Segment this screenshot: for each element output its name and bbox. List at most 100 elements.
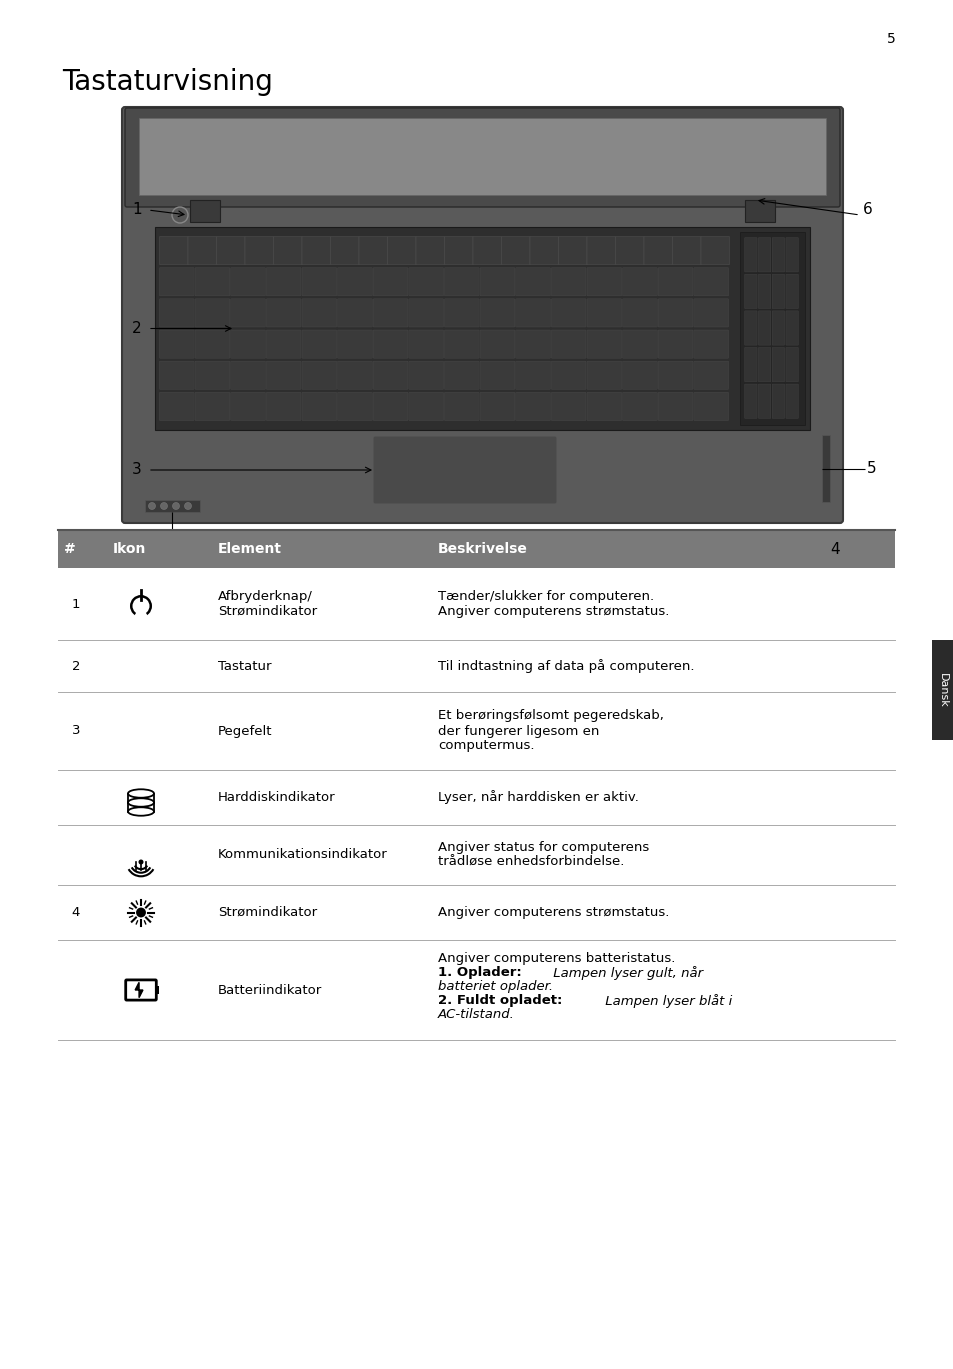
Text: Angiver computerens strømstatus.: Angiver computerens strømstatus. <box>437 906 669 919</box>
Text: 5: 5 <box>866 461 876 476</box>
FancyBboxPatch shape <box>479 268 515 296</box>
FancyBboxPatch shape <box>337 298 372 327</box>
FancyBboxPatch shape <box>758 274 770 308</box>
FancyBboxPatch shape <box>693 361 728 389</box>
FancyBboxPatch shape <box>771 385 783 419</box>
FancyBboxPatch shape <box>658 330 692 359</box>
FancyBboxPatch shape <box>479 393 515 420</box>
Text: 1. Oplader:: 1. Oplader: <box>437 967 521 979</box>
FancyBboxPatch shape <box>274 237 302 264</box>
FancyBboxPatch shape <box>159 330 193 359</box>
Text: Element: Element <box>218 542 282 556</box>
FancyBboxPatch shape <box>516 361 550 389</box>
FancyBboxPatch shape <box>444 393 478 420</box>
FancyBboxPatch shape <box>758 348 770 382</box>
FancyBboxPatch shape <box>195 330 230 359</box>
FancyBboxPatch shape <box>771 274 783 308</box>
FancyBboxPatch shape <box>622 393 657 420</box>
FancyBboxPatch shape <box>231 361 265 389</box>
FancyBboxPatch shape <box>387 237 416 264</box>
Text: Lampen lyser blåt i: Lampen lyser blåt i <box>600 994 732 1008</box>
FancyBboxPatch shape <box>409 330 443 359</box>
FancyBboxPatch shape <box>693 298 728 327</box>
FancyBboxPatch shape <box>373 393 408 420</box>
Text: #: # <box>64 542 75 556</box>
Circle shape <box>184 502 192 509</box>
FancyBboxPatch shape <box>516 298 550 327</box>
Text: Strømindikator: Strømindikator <box>218 906 316 919</box>
FancyBboxPatch shape <box>479 330 515 359</box>
Text: Til indtastning af data på computeren.: Til indtastning af data på computeren. <box>437 658 694 674</box>
FancyBboxPatch shape <box>744 348 757 382</box>
Text: Tastatur: Tastatur <box>218 660 272 672</box>
FancyBboxPatch shape <box>444 330 478 359</box>
FancyBboxPatch shape <box>744 385 757 419</box>
FancyBboxPatch shape <box>700 237 729 264</box>
FancyBboxPatch shape <box>145 500 200 512</box>
Circle shape <box>172 207 188 223</box>
FancyBboxPatch shape <box>125 108 840 207</box>
FancyBboxPatch shape <box>771 238 783 272</box>
FancyBboxPatch shape <box>337 268 372 296</box>
FancyBboxPatch shape <box>231 330 265 359</box>
FancyBboxPatch shape <box>658 298 692 327</box>
FancyBboxPatch shape <box>758 238 770 272</box>
FancyBboxPatch shape <box>586 268 621 296</box>
FancyBboxPatch shape <box>58 530 894 568</box>
FancyBboxPatch shape <box>785 348 798 382</box>
FancyBboxPatch shape <box>231 268 265 296</box>
FancyBboxPatch shape <box>231 298 265 327</box>
FancyBboxPatch shape <box>744 311 757 345</box>
Text: Dansk: Dansk <box>937 672 947 708</box>
Text: Lampen lyser gult, når: Lampen lyser gult, når <box>549 967 702 980</box>
FancyBboxPatch shape <box>444 361 478 389</box>
FancyBboxPatch shape <box>658 268 692 296</box>
FancyBboxPatch shape <box>409 361 443 389</box>
FancyBboxPatch shape <box>551 268 585 296</box>
FancyBboxPatch shape <box>693 268 728 296</box>
FancyBboxPatch shape <box>622 361 657 389</box>
FancyBboxPatch shape <box>586 330 621 359</box>
FancyBboxPatch shape <box>516 393 550 420</box>
FancyBboxPatch shape <box>195 393 230 420</box>
FancyBboxPatch shape <box>658 361 692 389</box>
FancyBboxPatch shape <box>516 330 550 359</box>
Text: 6: 6 <box>862 203 872 218</box>
Circle shape <box>138 860 143 864</box>
FancyBboxPatch shape <box>266 330 301 359</box>
Circle shape <box>136 908 146 917</box>
FancyBboxPatch shape <box>159 393 193 420</box>
FancyBboxPatch shape <box>931 639 953 741</box>
Text: Beskrivelse: Beskrivelse <box>437 542 527 556</box>
FancyBboxPatch shape <box>586 393 621 420</box>
FancyBboxPatch shape <box>155 986 159 994</box>
FancyBboxPatch shape <box>195 361 230 389</box>
Text: 2: 2 <box>71 660 80 672</box>
FancyBboxPatch shape <box>302 361 336 389</box>
FancyBboxPatch shape <box>693 393 728 420</box>
FancyBboxPatch shape <box>245 237 274 264</box>
FancyBboxPatch shape <box>744 200 774 222</box>
Text: 1: 1 <box>132 203 142 218</box>
Text: 1: 1 <box>71 597 80 611</box>
FancyBboxPatch shape <box>551 330 585 359</box>
Text: 5: 5 <box>886 31 895 47</box>
FancyBboxPatch shape <box>586 361 621 389</box>
FancyBboxPatch shape <box>473 237 501 264</box>
Text: Afbryderknap/
Strømindikator: Afbryderknap/ Strømindikator <box>218 590 316 617</box>
FancyBboxPatch shape <box>758 385 770 419</box>
FancyBboxPatch shape <box>337 361 372 389</box>
Polygon shape <box>135 983 143 998</box>
FancyBboxPatch shape <box>744 274 757 308</box>
FancyBboxPatch shape <box>409 298 443 327</box>
FancyBboxPatch shape <box>302 393 336 420</box>
Text: Pegefelt: Pegefelt <box>218 724 273 738</box>
Text: Tænder/slukker for computeren.
Angiver computerens strømstatus.: Tænder/slukker for computeren. Angiver c… <box>437 590 669 617</box>
FancyBboxPatch shape <box>358 237 387 264</box>
FancyBboxPatch shape <box>771 348 783 382</box>
FancyBboxPatch shape <box>266 268 301 296</box>
Text: Angiver status for computerens
trådløse enhedsforbindelse.: Angiver status for computerens trådløse … <box>437 841 649 869</box>
Text: Et berøringsfølsomt pegeredskab,
der fungerer ligesom en
computermus.: Et berøringsfølsomt pegeredskab, der fun… <box>437 709 663 753</box>
FancyBboxPatch shape <box>558 237 586 264</box>
Circle shape <box>160 502 168 509</box>
